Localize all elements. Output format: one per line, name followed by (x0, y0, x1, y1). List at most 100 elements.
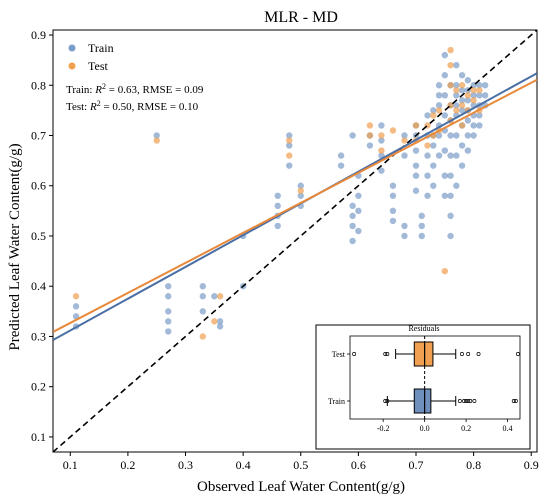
train-point (337, 152, 345, 159)
train-point (274, 192, 281, 199)
test-point (447, 82, 454, 89)
train-point (401, 152, 408, 159)
test-point (378, 147, 385, 154)
train-point (430, 182, 437, 189)
train-point (211, 293, 218, 300)
train-point (441, 172, 449, 179)
inset-x-tick-label: 0.0 (420, 424, 430, 433)
y-tick-label: 0.8 (31, 78, 46, 92)
inset-test-outlier (460, 352, 464, 356)
inset-train-box (413, 388, 432, 414)
train-point (349, 237, 356, 245)
train-prefix: Train: (66, 84, 95, 96)
inset-test-box (413, 341, 434, 367)
inset-x-tick-label: 0.4 (503, 424, 513, 433)
train-point (355, 192, 362, 199)
train-point (435, 132, 443, 139)
inset-train-outlier (457, 399, 462, 403)
test-r2-sup: 2 (97, 99, 101, 108)
x-tick-label: 0.2 (120, 458, 135, 472)
train-point (165, 328, 172, 335)
train-point (476, 92, 483, 99)
train-point (453, 61, 460, 69)
train-point (378, 122, 385, 129)
test-point (366, 122, 374, 129)
test-metrics-values: = 0.50, RMSE = 0.10 (101, 101, 199, 113)
train-point (401, 222, 408, 230)
train-point (447, 132, 454, 139)
train-point (441, 92, 449, 99)
y-tick-label: 0.6 (31, 179, 46, 193)
test-prefix: Test: (66, 101, 90, 113)
train-point (199, 283, 207, 290)
test-point (476, 87, 483, 94)
x-axis-label: Observed Leaf Water Content(g/g) (197, 479, 405, 495)
test-point (412, 122, 420, 129)
train-point (424, 112, 431, 119)
train-point (389, 217, 397, 225)
test-point (366, 132, 374, 139)
test-point (297, 187, 304, 194)
train-point (458, 87, 466, 94)
train-point (441, 51, 449, 59)
train-point (435, 82, 443, 89)
y-tick-label: 0.4 (31, 279, 46, 293)
residuals-inset: Residuals -0.2 0.0 0.2 0.4 Test Train (315, 324, 531, 450)
train-point (458, 97, 466, 104)
y-tick-label: 0.1 (31, 430, 46, 444)
inset-train-outlier (464, 399, 469, 403)
train-point (366, 142, 374, 149)
x-tick-label: 0.4 (236, 458, 251, 472)
train-point (418, 212, 425, 220)
plot-frame (52, 29, 538, 453)
test-point (199, 333, 207, 340)
test-point (435, 107, 443, 114)
test-metrics-annotation: Test: R2 = 0.50, RMSE = 0.10 (66, 99, 199, 113)
train-point (355, 227, 362, 235)
train-point (418, 232, 425, 240)
train-point (441, 72, 449, 79)
inset-train-outlier (513, 399, 518, 403)
train-point (286, 132, 293, 139)
test-point (453, 87, 460, 94)
train-point (72, 313, 80, 320)
train-point (453, 182, 460, 189)
train-point (458, 162, 466, 169)
train-metrics-annotation: Train: R2 = 0.63, RMSE = 0.09 (66, 82, 204, 96)
train-point (441, 112, 449, 119)
plot-content (53, 30, 537, 452)
train-point (424, 152, 431, 159)
train-point (153, 132, 160, 139)
train-point (430, 162, 437, 169)
test-point (72, 293, 80, 300)
train-point (349, 212, 356, 220)
identity-line (53, 30, 537, 452)
train-point (464, 132, 472, 139)
train-point (430, 142, 437, 149)
train-point (349, 132, 356, 139)
train-point (435, 152, 443, 159)
test-point (453, 107, 460, 114)
train-point (435, 102, 443, 109)
y-tick-label: 0.9 (31, 28, 46, 42)
train-point (297, 192, 304, 199)
plot-area: 0.1 0.2 0.3 0.4 0.5 0.6 0.7 0.8 0.9 0.1 0.2 0.3 0.4 0… (31, 28, 539, 472)
train-point (389, 182, 397, 189)
train-point (470, 122, 477, 129)
train-point (464, 77, 472, 84)
train-point (165, 318, 172, 325)
test-point (430, 112, 437, 119)
train-point (453, 132, 460, 139)
y-tick-label: 0.7 (31, 129, 46, 143)
train-point (297, 182, 304, 189)
inset-test-outlier (476, 352, 481, 356)
train-point (435, 92, 443, 99)
legend-train-label: Train (88, 41, 114, 55)
inset-x-tick-label: -0.2 (377, 424, 390, 433)
train-point (476, 112, 483, 119)
train-point (286, 142, 293, 149)
train-point (286, 162, 293, 169)
train-point (337, 162, 345, 169)
